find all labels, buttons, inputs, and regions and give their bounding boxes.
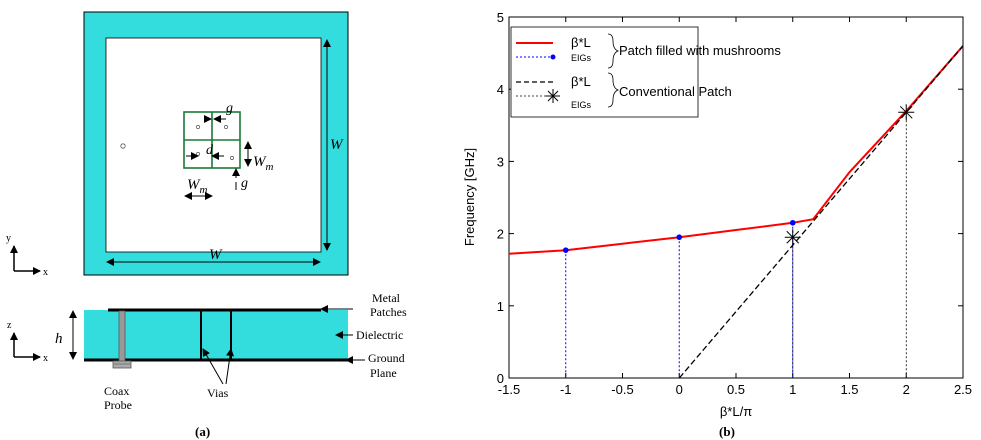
- legend-brace-2: [607, 72, 620, 108]
- legend-entry1b-label: EIGs: [571, 53, 592, 63]
- legend-box: [510, 26, 699, 118]
- via-dot: [196, 125, 200, 129]
- chart-panel: 0 1 2 3 4 5 -1.5 -1 -0.5 0 0.5 1 1.5 2 2.5 Frequency …: [462, 10, 972, 439]
- label-vias: Vias: [207, 386, 229, 400]
- x-tick-label: 1.5: [840, 382, 858, 397]
- legend-group1-label: Patch filled with mushrooms: [619, 43, 781, 58]
- legend-blue-marker: [550, 54, 556, 60]
- eig-point-conventional: [784, 229, 801, 246]
- eig-point-mushroom: [676, 234, 683, 241]
- y-tick-label: 4: [497, 82, 504, 97]
- dim-h-label: h: [55, 331, 63, 347]
- x-tick-label: 2: [903, 382, 910, 397]
- label-plane: Plane: [370, 366, 397, 380]
- label-patches: Patches: [370, 305, 407, 319]
- top-view: g d Wm g Wm W W y x: [6, 11, 349, 278]
- dim-wm-bottom-label: Wm: [187, 177, 208, 196]
- asterisk-stroke: [899, 105, 913, 119]
- legend-asterisk-marker: [546, 89, 560, 103]
- y-axis: 0 1 2 3 4 5: [497, 10, 963, 386]
- eig-point-mushroom: [562, 247, 569, 254]
- y-tick-label: 5: [497, 10, 504, 25]
- side-view: h Metal Patches Dielectric Ground Plane …: [7, 291, 407, 439]
- legend-group2-label: Conventional Patch: [619, 84, 732, 99]
- legend: β*L EIGs Patch filled with mushrooms β*L…: [510, 26, 781, 118]
- asterisk-stroke: [786, 230, 800, 244]
- y-tick-label: 1: [497, 299, 504, 314]
- legend-entry2b-label: EIGs: [571, 100, 592, 110]
- dim-w-bottom-label: W: [209, 247, 223, 263]
- legend-brace-1: [607, 33, 620, 69]
- x-tick-label: -1.5: [498, 382, 520, 397]
- axis-z-label: z: [7, 320, 12, 331]
- x-tick-label: -0.5: [611, 382, 633, 397]
- coax-feed-point: [120, 143, 126, 149]
- series-mushroom-dispersion-line: [508, 45, 964, 255]
- x-tick-label: 0: [676, 382, 683, 397]
- via-dot: [224, 125, 228, 129]
- axis-y-label: y: [6, 233, 11, 244]
- dim-g-top-label: g: [226, 101, 233, 116]
- axis-x-label: x: [43, 267, 48, 278]
- vias-pointer-right: [225, 348, 234, 385]
- dim-wm-right-label: Wm: [253, 154, 274, 173]
- eig-point-conventional: [898, 104, 915, 121]
- eig-drop-lines: [565, 112, 907, 378]
- x-tick-label: 0.5: [727, 382, 745, 397]
- dim-w-right-label: W: [330, 137, 344, 153]
- y-tick-label: 2: [497, 227, 504, 242]
- y-tick-label: 0: [497, 371, 504, 386]
- coax-probe-pin: [118, 310, 126, 367]
- label-probe: Probe: [104, 398, 132, 412]
- dielectric-layer: [84, 310, 348, 360]
- label-coax: Coax: [104, 384, 129, 398]
- via-dot: [230, 156, 234, 160]
- x-tick-label: 2.5: [954, 382, 972, 397]
- vias-pointer-left: [202, 348, 224, 385]
- dim-d-label: d: [206, 143, 214, 158]
- series-layer: [508, 45, 964, 379]
- y-axis-label: Frequency [GHz]: [462, 148, 477, 246]
- series-conventional-dispersion-line: [678, 45, 964, 379]
- axis-x2-label: x: [43, 353, 48, 364]
- coax-probe-connector: [112, 360, 132, 369]
- caption-a: (a): [195, 424, 210, 439]
- x-axis: -1.5 -1 -0.5 0 0.5 1 1.5 2 2.5: [498, 17, 972, 397]
- legend-entry1-label: β*L: [571, 35, 591, 50]
- eig-point-mushroom: [789, 219, 796, 226]
- label-ground: Ground: [368, 351, 405, 365]
- caption-b: (b): [719, 424, 735, 439]
- y-tick-label: 3: [497, 154, 504, 169]
- label-metal: Metal: [372, 291, 401, 305]
- x-axis-label: β*L/π: [720, 404, 752, 419]
- dim-g-bottom-label: g: [241, 176, 248, 191]
- patch-inner-square: [105, 37, 322, 253]
- x-tick-label: -1: [560, 382, 572, 397]
- label-dielectric: Dielectric: [356, 328, 403, 342]
- x-tick-label: 1: [789, 382, 796, 397]
- legend-entry2-label: β*L: [571, 74, 591, 89]
